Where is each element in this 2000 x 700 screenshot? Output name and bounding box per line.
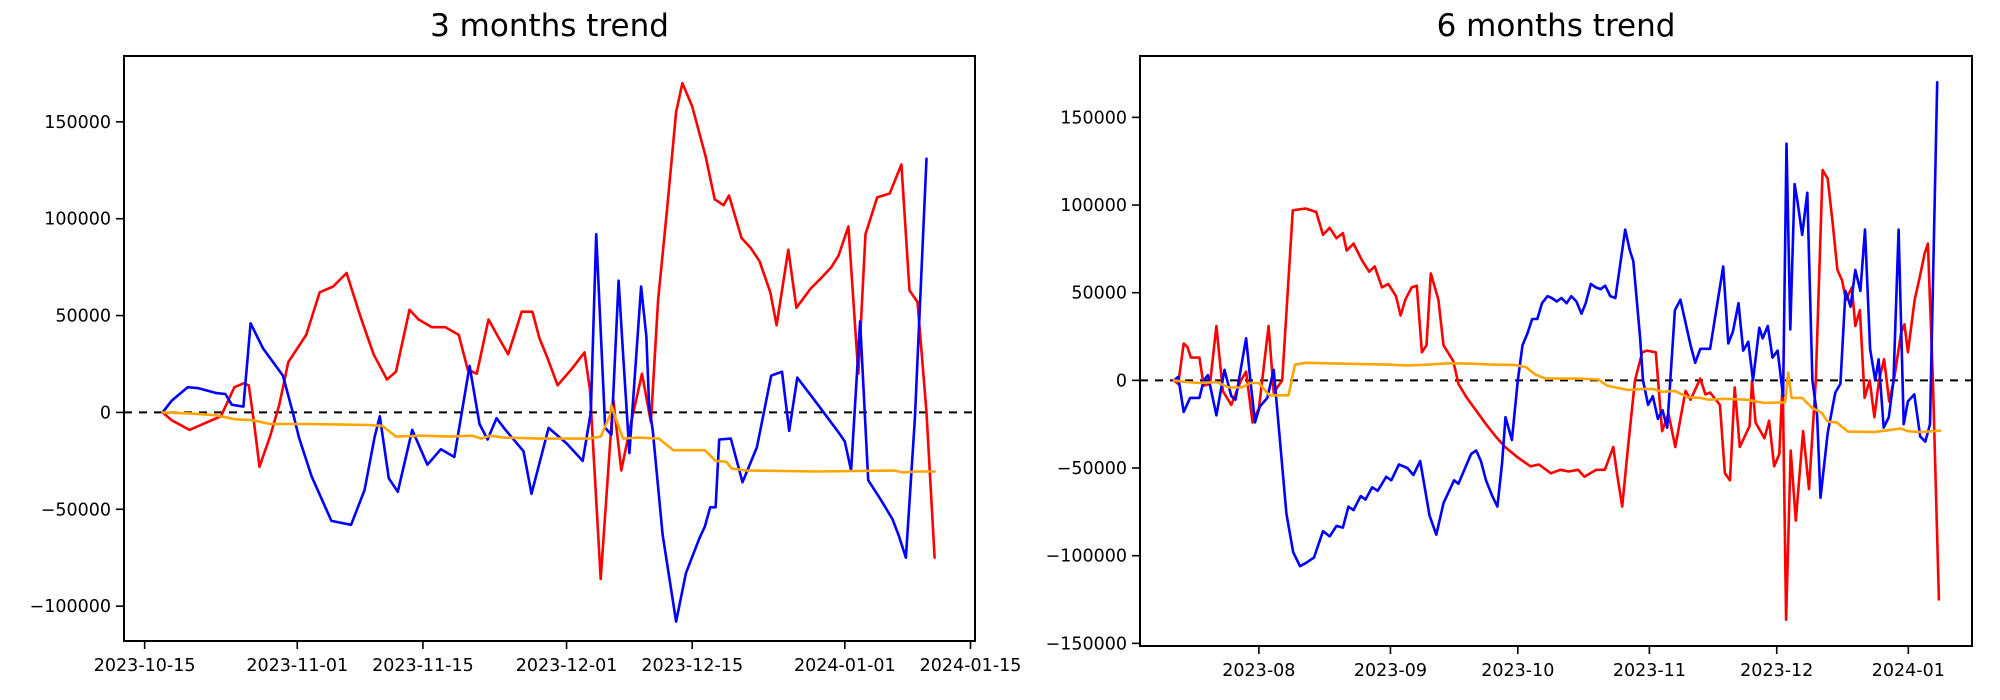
x-tick-label: 2023-12-15 <box>641 656 743 676</box>
series-red-line <box>1172 168 1941 622</box>
y-tick-label: −50000 <box>1057 459 1127 479</box>
series-red-line <box>161 81 936 581</box>
chart-title-6-months: 6 months trend <box>1436 8 1676 44</box>
chart-1: 150000 100000 50000 0 −50000 −100000 −150000 20… <box>1046 55 1973 681</box>
y-tick-label: 50000 <box>1071 284 1127 304</box>
plot-border <box>1139 55 1973 647</box>
x-tick-label: 2023-12 <box>1740 661 1813 681</box>
y-tick-label: 150000 <box>44 113 111 133</box>
y-tick-label: 150000 <box>1060 108 1127 128</box>
plot-border <box>123 55 976 642</box>
chart-0: 150000 100000 50000 0 −50000 −100000 2023-10-1… <box>30 55 1022 676</box>
series-blue-line <box>161 157 928 623</box>
x-tick-label: 2023-08 <box>1222 661 1295 681</box>
x-tick-label: 2023-10 <box>1481 661 1554 681</box>
series-blue-line <box>1172 81 1939 568</box>
x-tick-label: 2024-01 <box>1872 661 1945 681</box>
series-orange-line <box>1172 361 1942 434</box>
x-tick-label: 2023-09 <box>1354 661 1427 681</box>
x-tick-label: 2023-10-15 <box>94 656 196 676</box>
series-orange-line <box>161 404 936 474</box>
y-tick-label: 100000 <box>1060 196 1127 216</box>
x-tick-label: 2023-11 <box>1613 661 1686 681</box>
x-tick-label: 2023-11-01 <box>246 656 348 676</box>
x-tick-label: 2023-12-01 <box>516 656 618 676</box>
x-tick-label: 2024-01-01 <box>794 656 896 676</box>
y-tick-label: −100000 <box>30 597 111 617</box>
y-tick-label: 0 <box>100 403 111 423</box>
y-tick-label: −100000 <box>1046 547 1127 567</box>
y-tick-label: 50000 <box>55 307 111 327</box>
y-tick-label: −50000 <box>41 500 111 520</box>
chart-title-3-months: 3 months trend <box>430 8 669 44</box>
x-tick-label: 2024-01-15 <box>920 656 1022 676</box>
y-tick-label: −150000 <box>1046 634 1127 654</box>
y-tick-label: 0 <box>1116 371 1127 391</box>
x-tick-label: 2023-11-15 <box>372 656 474 676</box>
y-tick-label: 100000 <box>44 210 111 230</box>
